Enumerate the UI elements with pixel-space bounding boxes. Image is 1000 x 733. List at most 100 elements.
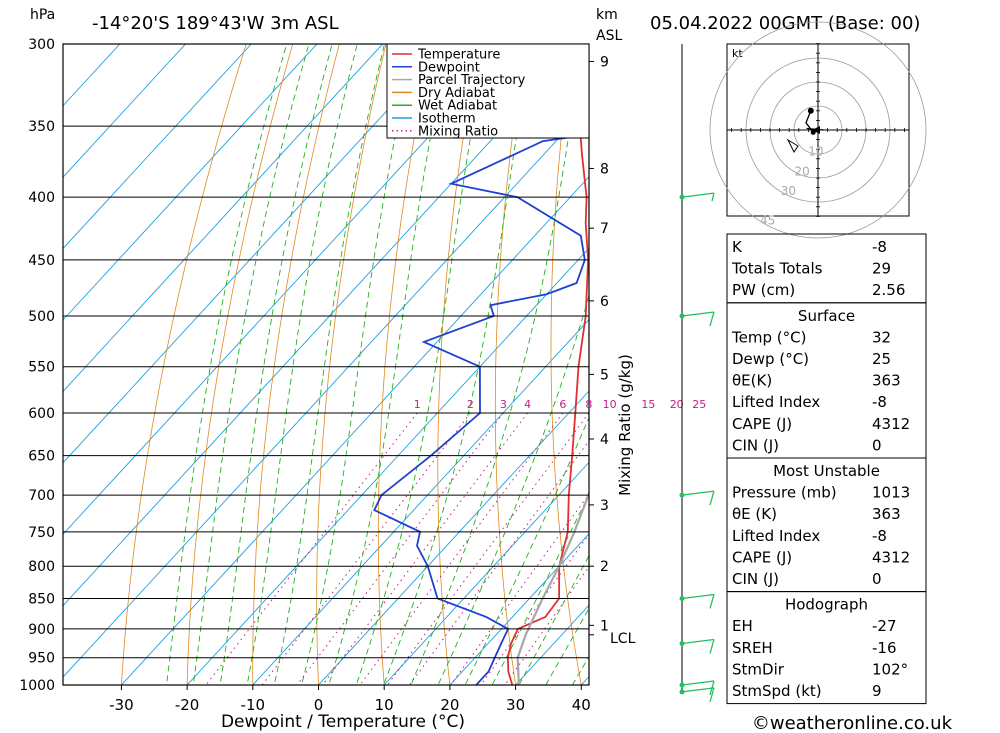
x-tick-label: 40 xyxy=(572,696,591,714)
pressure-tick-label: 700 xyxy=(28,488,55,504)
dry-adiabat-line xyxy=(897,7,1000,711)
height-tick-label: 9 xyxy=(600,54,609,70)
index-label: K xyxy=(732,238,743,256)
wind-barb xyxy=(679,687,715,703)
height-unit-asl: ASL xyxy=(596,28,622,44)
wet-adiabat-line xyxy=(246,44,358,685)
mixing-ratio-line xyxy=(408,440,589,685)
pressure-tick-label: 850 xyxy=(28,591,55,607)
height-tick-label: 2 xyxy=(600,559,609,575)
hodograph-ring-label: 10 xyxy=(808,145,823,159)
datetime-label: 05.04.2022 00GMT (Base: 00) xyxy=(650,13,920,34)
pressure-tick-label: 450 xyxy=(28,253,55,269)
dry-adiabat-line xyxy=(989,7,1000,711)
pressure-tick-label: 650 xyxy=(28,449,55,465)
index-label: Totals Totals xyxy=(731,260,823,278)
surface-value: 4312 xyxy=(872,415,910,433)
hodograph-ring-label: 30 xyxy=(781,184,796,198)
dry-adiabat-line xyxy=(494,44,527,685)
wet-adiabat-line xyxy=(273,44,385,685)
table-section-title: Surface xyxy=(798,307,855,325)
most-unstable-label: Lifted Index xyxy=(732,527,820,545)
indices-tables: K -8 Totals Totals 29 PW (cm) 2.56 Surface Temp… xyxy=(726,233,927,705)
mixing-ratio-label: 25 xyxy=(692,398,706,411)
surface-label: Temp (°C) xyxy=(731,328,806,346)
pressure-tick-label: 750 xyxy=(28,525,55,541)
wind-barb xyxy=(679,311,715,327)
x-tick-label: 30 xyxy=(506,696,525,714)
most-unstable-value: -8 xyxy=(872,527,887,545)
wind-barb xyxy=(679,680,715,696)
wind-barb xyxy=(679,593,715,609)
x-tick-label: -30 xyxy=(109,696,134,714)
hodograph-table-value: -27 xyxy=(872,617,897,635)
pressure-tick-label: 800 xyxy=(28,559,55,575)
x-tick-label: 20 xyxy=(440,696,459,714)
isotherm-line xyxy=(63,44,121,107)
wet-adiabat-line xyxy=(301,44,416,685)
legend-label: Dewpoint xyxy=(418,60,480,75)
dry-adiabat-line xyxy=(120,44,247,685)
mixing-ratio-label: 6 xyxy=(559,398,566,411)
pressure-tick-label: 550 xyxy=(28,360,55,376)
pressure-tick-label: 900 xyxy=(28,622,55,638)
height-tick-label: 1 xyxy=(600,618,609,634)
x-tick-label: -10 xyxy=(241,696,266,714)
lcl-label: LCL xyxy=(610,631,636,647)
legend-label: Parcel Trajectory xyxy=(418,73,526,88)
index-label: PW (cm) xyxy=(732,281,795,299)
mixing-ratio-label: 10 xyxy=(603,398,617,411)
pressure-tick-label: 950 xyxy=(28,651,55,667)
mixing-ratio-label: 15 xyxy=(641,398,655,411)
wet-adiabat-line xyxy=(383,44,533,685)
wet-adiabat-line xyxy=(166,44,288,685)
hodograph-motion-marker xyxy=(786,138,799,153)
pressure-tick-label: 1000 xyxy=(19,678,55,694)
most-unstable-label: Pressure (mb) xyxy=(732,484,837,502)
mixing-ratio-line xyxy=(321,412,528,685)
table-section-title: Hodograph xyxy=(785,596,868,614)
legend-label: Wet Adiabat xyxy=(418,99,497,114)
x-tick-label: 0 xyxy=(314,696,324,714)
most-unstable-value: 1013 xyxy=(872,484,910,502)
series-temperature xyxy=(506,62,589,685)
surface-label: Dewp (°C) xyxy=(732,350,809,368)
dry-adiabat-line xyxy=(550,44,582,685)
most-unstable-label: CIN (J) xyxy=(732,570,779,588)
hodograph-table-value: 9 xyxy=(872,682,882,700)
most-unstable-label: θE (K) xyxy=(732,505,777,523)
mixing-ratio-line xyxy=(261,412,471,685)
wet-adiabat-line xyxy=(355,44,488,685)
mixing-ratio-label: 4 xyxy=(524,398,531,411)
plot-frame xyxy=(62,43,590,686)
wet-adiabat-line xyxy=(219,44,333,685)
most-unstable-value: 4312 xyxy=(872,548,910,566)
x-axis-title: Dewpoint / Temperature (°C) xyxy=(221,712,465,732)
isotherm-line xyxy=(317,390,589,685)
isotherm-line xyxy=(186,247,589,685)
surface-label: Lifted Index xyxy=(732,393,820,411)
dry-adiabat-line xyxy=(316,44,387,685)
isotherm-line xyxy=(63,44,252,250)
surface-value: -8 xyxy=(872,393,887,411)
surface-value: 32 xyxy=(872,328,891,346)
isotherm-line xyxy=(252,318,589,685)
credit-label: ©weatheronline.co.uk xyxy=(752,713,953,733)
pressure-tick-label: 400 xyxy=(28,190,55,206)
storm-motion-arrowhead xyxy=(812,126,820,134)
wind-barb xyxy=(679,192,715,202)
pressure-tick-label: 600 xyxy=(28,406,55,422)
mixing-ratio-label: 20 xyxy=(670,398,684,411)
pressure-tick-label: 300 xyxy=(28,37,55,53)
height-tick-label: 7 xyxy=(600,221,609,237)
dry-adiabat-line xyxy=(437,44,480,685)
index-value: 29 xyxy=(872,260,891,278)
most-unstable-value: 363 xyxy=(872,505,901,523)
legend-label: Isotherm xyxy=(418,112,476,127)
height-tick-label: 6 xyxy=(600,294,609,310)
hodograph-table-value: 102° xyxy=(872,660,908,678)
mixing-ratio-line xyxy=(386,412,589,685)
isotherm-line xyxy=(63,44,318,321)
surface-value: 25 xyxy=(872,350,891,368)
